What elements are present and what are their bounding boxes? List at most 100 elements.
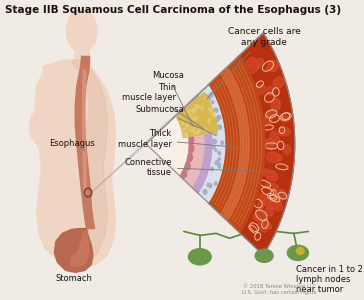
Ellipse shape bbox=[183, 161, 191, 171]
Polygon shape bbox=[71, 60, 107, 262]
Ellipse shape bbox=[181, 132, 188, 138]
Ellipse shape bbox=[270, 131, 278, 141]
Ellipse shape bbox=[196, 128, 202, 132]
Ellipse shape bbox=[277, 189, 286, 200]
Ellipse shape bbox=[274, 197, 282, 204]
Ellipse shape bbox=[266, 171, 278, 181]
Circle shape bbox=[207, 111, 210, 114]
Text: Cancer in 1 to 2
lymph nodes
near tumor: Cancer in 1 to 2 lymph nodes near tumor bbox=[296, 265, 363, 294]
Text: Thin
muscle layer: Thin muscle layer bbox=[122, 83, 205, 129]
Ellipse shape bbox=[296, 247, 305, 255]
Ellipse shape bbox=[265, 182, 278, 191]
Ellipse shape bbox=[246, 62, 259, 74]
Circle shape bbox=[203, 190, 207, 194]
Ellipse shape bbox=[188, 248, 212, 266]
Ellipse shape bbox=[185, 123, 189, 128]
Polygon shape bbox=[75, 56, 95, 229]
Ellipse shape bbox=[192, 107, 196, 114]
Circle shape bbox=[218, 116, 221, 119]
Ellipse shape bbox=[187, 144, 194, 153]
Ellipse shape bbox=[254, 248, 274, 263]
Polygon shape bbox=[74, 51, 91, 70]
Ellipse shape bbox=[208, 107, 213, 112]
Ellipse shape bbox=[257, 223, 267, 232]
Circle shape bbox=[221, 141, 224, 144]
Ellipse shape bbox=[259, 193, 265, 201]
Ellipse shape bbox=[274, 98, 281, 110]
Ellipse shape bbox=[267, 110, 276, 119]
Ellipse shape bbox=[268, 139, 274, 150]
Circle shape bbox=[217, 115, 220, 119]
Ellipse shape bbox=[278, 128, 290, 136]
Text: Stage IIB Squamous Cell Carcinoma of the Esophagus (3): Stage IIB Squamous Cell Carcinoma of the… bbox=[5, 5, 341, 15]
Circle shape bbox=[211, 101, 214, 104]
Ellipse shape bbox=[286, 244, 309, 261]
Ellipse shape bbox=[266, 64, 275, 71]
Text: Thick
muscle layer: Thick muscle layer bbox=[118, 129, 242, 149]
Circle shape bbox=[218, 151, 220, 154]
Ellipse shape bbox=[185, 110, 191, 114]
Ellipse shape bbox=[263, 221, 272, 229]
Ellipse shape bbox=[181, 121, 184, 126]
Ellipse shape bbox=[281, 116, 290, 122]
Ellipse shape bbox=[244, 57, 255, 67]
Text: Connective
tissue: Connective tissue bbox=[124, 158, 275, 177]
Text: Mucosa: Mucosa bbox=[152, 71, 193, 126]
Circle shape bbox=[218, 158, 220, 161]
Circle shape bbox=[209, 184, 212, 188]
Polygon shape bbox=[191, 95, 212, 193]
Circle shape bbox=[219, 163, 221, 166]
Ellipse shape bbox=[202, 128, 207, 133]
Text: Stomach: Stomach bbox=[55, 274, 92, 283]
Circle shape bbox=[207, 97, 210, 101]
Circle shape bbox=[215, 134, 217, 136]
Circle shape bbox=[214, 130, 216, 132]
Polygon shape bbox=[29, 105, 69, 154]
Ellipse shape bbox=[192, 116, 199, 121]
Polygon shape bbox=[240, 33, 295, 255]
Polygon shape bbox=[146, 33, 295, 255]
Polygon shape bbox=[177, 92, 218, 138]
Text: © 2018 Terese Winslow LLC
U.S. Govt. has certain rights: © 2018 Terese Winslow LLC U.S. Govt. has… bbox=[242, 284, 316, 295]
Circle shape bbox=[213, 140, 217, 144]
Ellipse shape bbox=[194, 104, 200, 110]
Ellipse shape bbox=[66, 10, 97, 52]
Ellipse shape bbox=[270, 200, 282, 211]
Ellipse shape bbox=[276, 154, 282, 161]
Polygon shape bbox=[221, 67, 249, 220]
Circle shape bbox=[215, 149, 217, 151]
Text: Cancer cells are
any grade: Cancer cells are any grade bbox=[206, 27, 301, 99]
Ellipse shape bbox=[186, 126, 193, 135]
Polygon shape bbox=[198, 85, 225, 202]
Ellipse shape bbox=[253, 214, 261, 222]
Ellipse shape bbox=[268, 60, 278, 72]
Ellipse shape bbox=[180, 109, 187, 119]
Ellipse shape bbox=[180, 169, 187, 179]
Ellipse shape bbox=[266, 152, 279, 163]
Polygon shape bbox=[54, 229, 93, 272]
Ellipse shape bbox=[252, 58, 264, 69]
Ellipse shape bbox=[271, 100, 280, 111]
Ellipse shape bbox=[185, 132, 188, 138]
Polygon shape bbox=[208, 55, 265, 232]
Circle shape bbox=[215, 160, 218, 165]
Circle shape bbox=[213, 139, 215, 142]
Ellipse shape bbox=[183, 117, 191, 127]
Ellipse shape bbox=[258, 199, 265, 209]
Polygon shape bbox=[146, 113, 188, 175]
Ellipse shape bbox=[207, 118, 211, 124]
Ellipse shape bbox=[262, 169, 275, 177]
Ellipse shape bbox=[266, 86, 274, 95]
Polygon shape bbox=[179, 101, 204, 187]
Circle shape bbox=[212, 146, 215, 149]
Ellipse shape bbox=[190, 108, 197, 112]
Ellipse shape bbox=[186, 152, 193, 162]
Ellipse shape bbox=[181, 128, 187, 131]
Ellipse shape bbox=[255, 211, 266, 220]
Circle shape bbox=[218, 125, 220, 128]
Ellipse shape bbox=[284, 145, 291, 154]
Ellipse shape bbox=[200, 104, 204, 111]
Ellipse shape bbox=[270, 136, 280, 143]
Text: Submucosa: Submucosa bbox=[135, 105, 215, 135]
Polygon shape bbox=[70, 232, 89, 266]
